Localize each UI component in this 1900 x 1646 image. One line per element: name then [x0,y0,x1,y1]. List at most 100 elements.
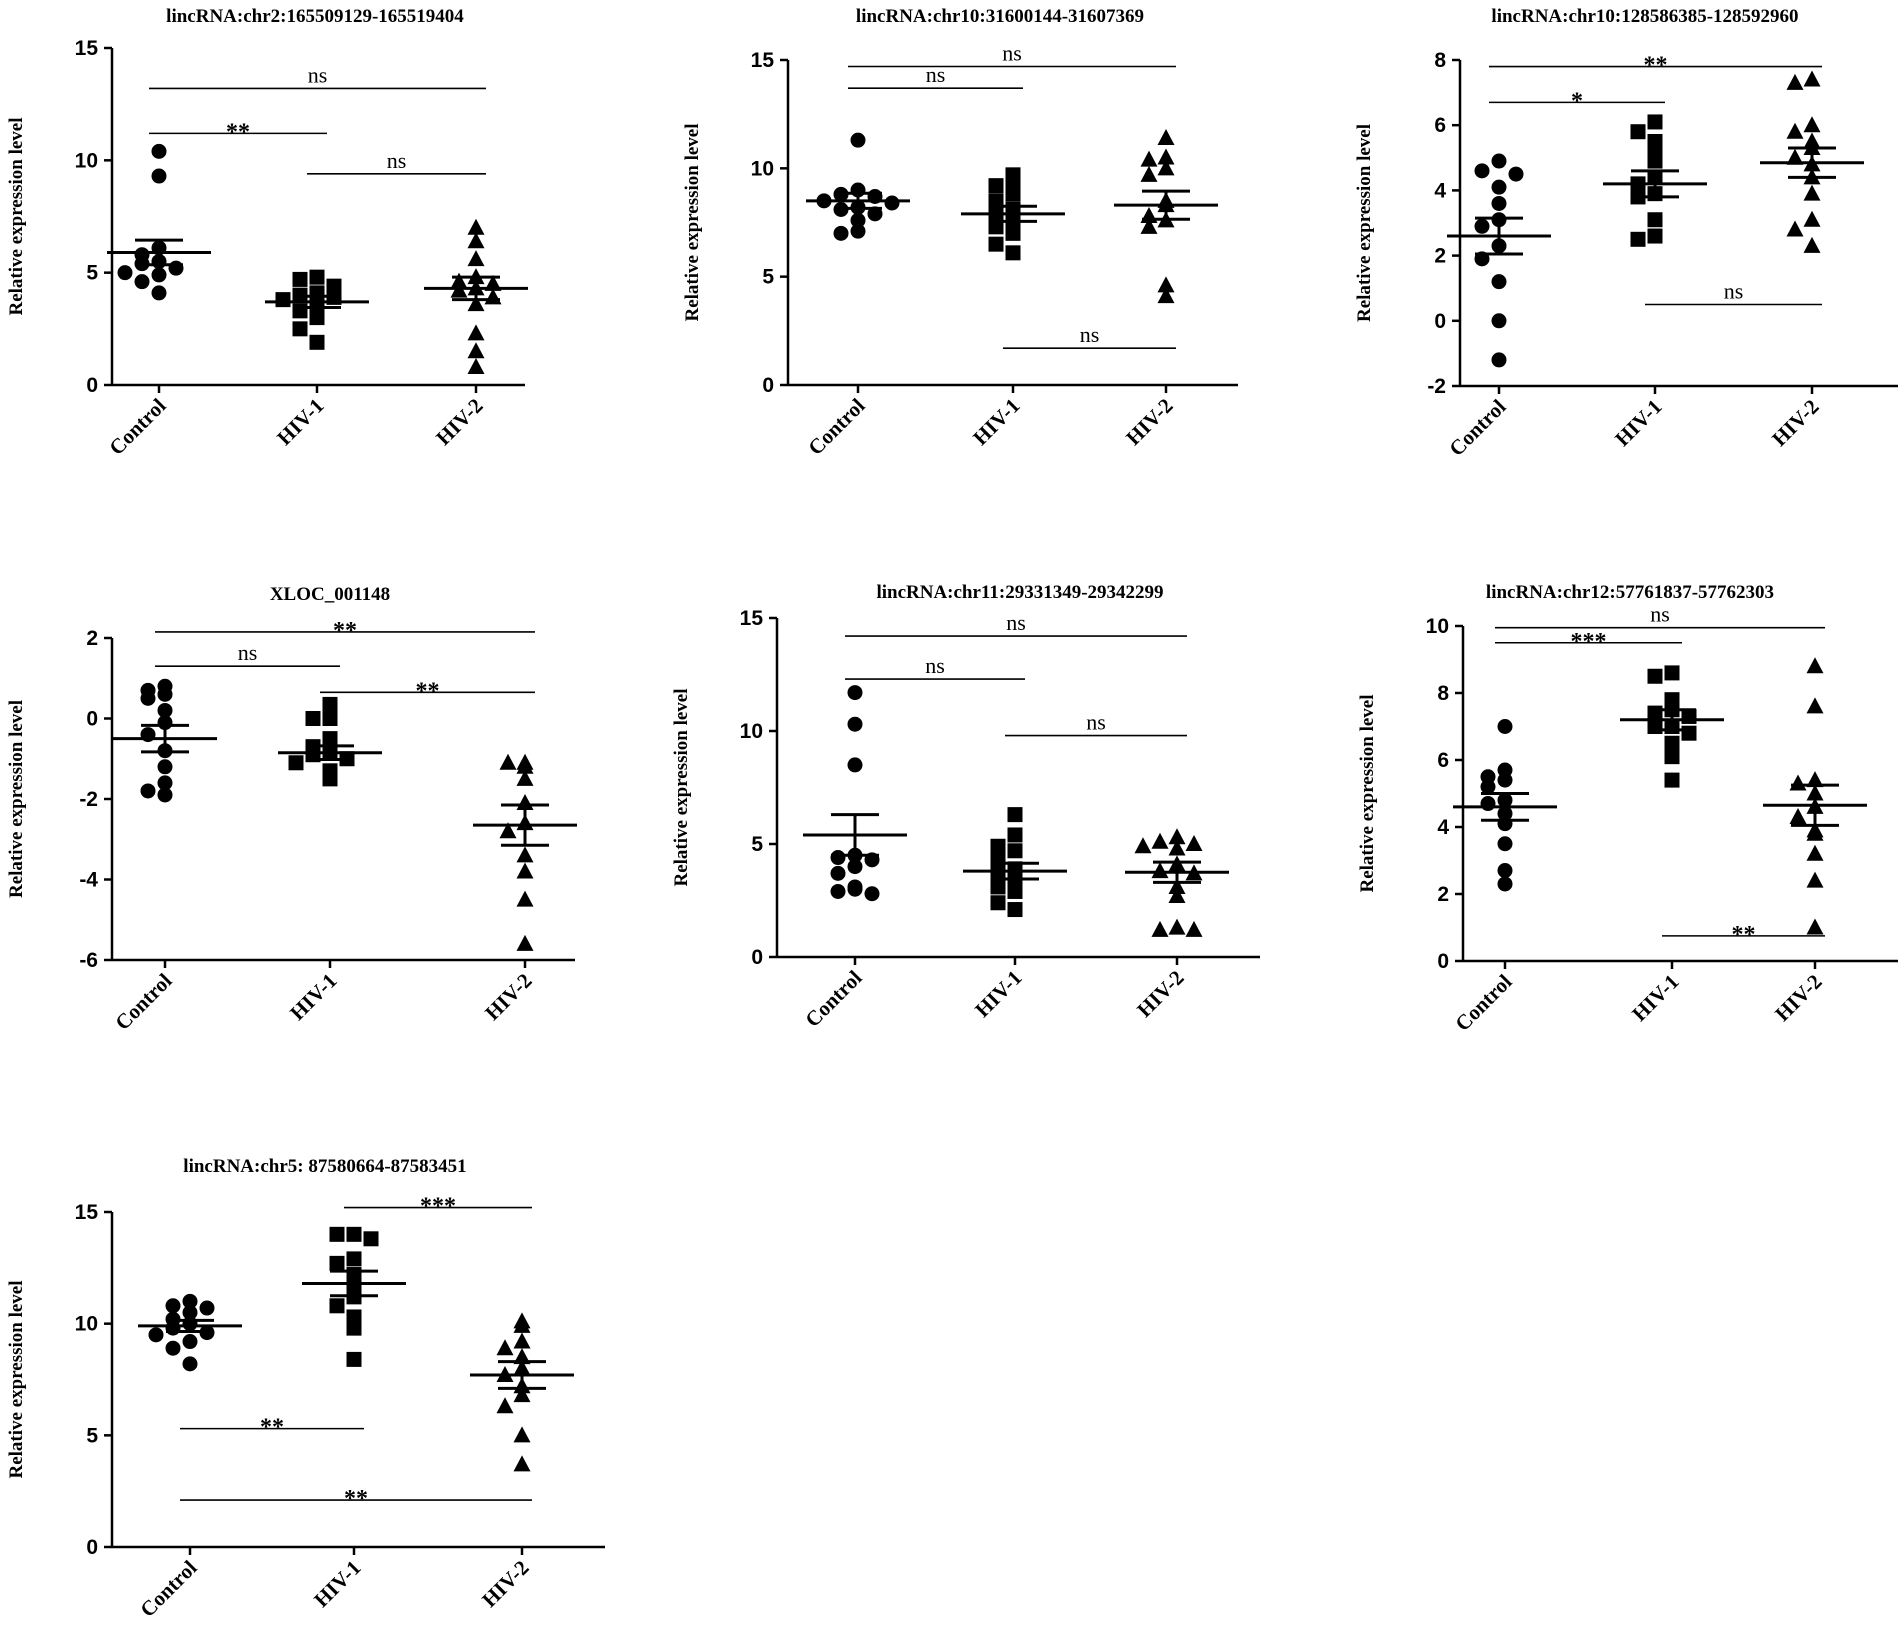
y-tick-label: 5 [86,262,98,285]
data-point [1491,179,1507,195]
data-point [1007,807,1023,823]
data-point [1647,668,1663,684]
y-axis-label: Relative expression level [6,1280,27,1478]
x-category-label: Control [110,968,176,1034]
y-tick-label: 2 [1437,883,1449,906]
data-point [1151,832,1169,849]
y-tick-label: 10 [1426,615,1449,638]
series-hiv-2 [1125,828,1229,937]
data-point [1491,195,1507,211]
series-hiv-1 [963,807,1067,918]
data-point [1168,918,1186,935]
data-point [1491,313,1507,329]
data-point [988,178,1004,194]
x-category-label: HIV-1 [285,969,341,1025]
data-point [988,219,1004,235]
data-point [467,295,485,312]
chart-panel-5: lincRNA:chr11:29331349-29342299 Relative … [671,582,1260,1032]
chart-title: lincRNA:chr10:128586385-128592960 [1491,6,1798,27]
data-point [322,696,338,712]
data-point [182,1305,198,1320]
series-hiv-1 [265,269,369,350]
data-point [513,1426,531,1443]
y-tick-label: 5 [751,833,763,856]
data-point [1806,697,1824,714]
x-category-label: Control [1450,969,1516,1035]
series-control [107,143,211,301]
data-point [516,769,534,786]
data-point [1803,70,1821,87]
chart-panel-6: lincRNA:chr12:57761837-57762303 Relative … [1357,582,1898,1036]
significance-label: ** [1732,922,1756,948]
data-point [516,934,534,951]
data-point [990,838,1006,854]
data-point [1151,920,1169,937]
data-point [1140,165,1158,182]
data-point [847,716,863,732]
data-point [1007,883,1023,899]
data-point [516,757,534,774]
data-point [1664,665,1680,681]
data-point [1681,725,1697,741]
data-point [1806,871,1824,888]
data-point [467,250,485,267]
chart-title: lincRNA:chr5: 87580664-87583451 [183,1156,466,1177]
data-point [1474,163,1490,179]
data-point [864,886,880,902]
x-category-label: Control [1444,394,1510,460]
data-point [157,686,173,702]
y-tick-label: 8 [1437,682,1449,705]
data-point [346,1251,362,1267]
chart-panel-1: lincRNA:chr2:165509129-165519404 Relative… [6,6,528,460]
data-point [329,1298,345,1314]
data-point [516,890,534,907]
data-point [1508,166,1524,182]
data-point [988,236,1004,252]
chart-title: XLOC_001148 [270,584,390,605]
y-tick-label: 0 [86,1536,98,1559]
data-point [1168,839,1186,856]
data-point [182,1334,198,1350]
significance-label: ** [416,678,440,704]
data-point [1786,122,1804,139]
significance-label: ns [1650,602,1670,627]
data-point [157,702,173,718]
x-category-label: HIV-1 [1627,970,1683,1026]
data-point [1140,150,1158,167]
chart-panel-4: XLOC_001148 Relative expression level -6 -4… [6,584,577,1035]
series-control [1447,153,1551,368]
data-point [867,206,883,222]
data-point [1789,774,1807,791]
significance-label: ** [226,119,250,145]
x-category-label: HIV-1 [970,966,1026,1022]
data-point [322,771,338,787]
series-hiv-1 [961,167,1065,261]
data-point [292,303,308,319]
data-point [363,1231,379,1247]
x-category-label: HIV-1 [272,394,328,450]
data-point [1786,148,1804,165]
data-point [1497,863,1513,879]
y-tick-label: 15 [75,37,99,60]
data-point [1157,276,1175,293]
significance-label: ** [333,618,357,644]
y-axis-label: Relative expression level [671,688,692,886]
significance-label: ** [344,1486,368,1512]
data-point [1480,779,1496,795]
data-point [1803,184,1821,201]
data-point [467,342,485,359]
y-tick-label: 6 [1434,114,1446,137]
significance-label: *** [420,1194,456,1220]
y-tick-label: 0 [751,946,763,969]
data-point [322,711,338,726]
data-point [199,1300,215,1316]
series-control [806,132,910,241]
y-axis-label: Relative expression level [682,123,703,321]
data-point [1491,352,1507,368]
data-point [1157,129,1175,145]
data-point [346,1320,362,1336]
data-point [990,879,1006,895]
data-point [322,731,338,747]
significance-label: ns [1080,322,1100,347]
y-tick-label: 15 [75,1201,99,1224]
